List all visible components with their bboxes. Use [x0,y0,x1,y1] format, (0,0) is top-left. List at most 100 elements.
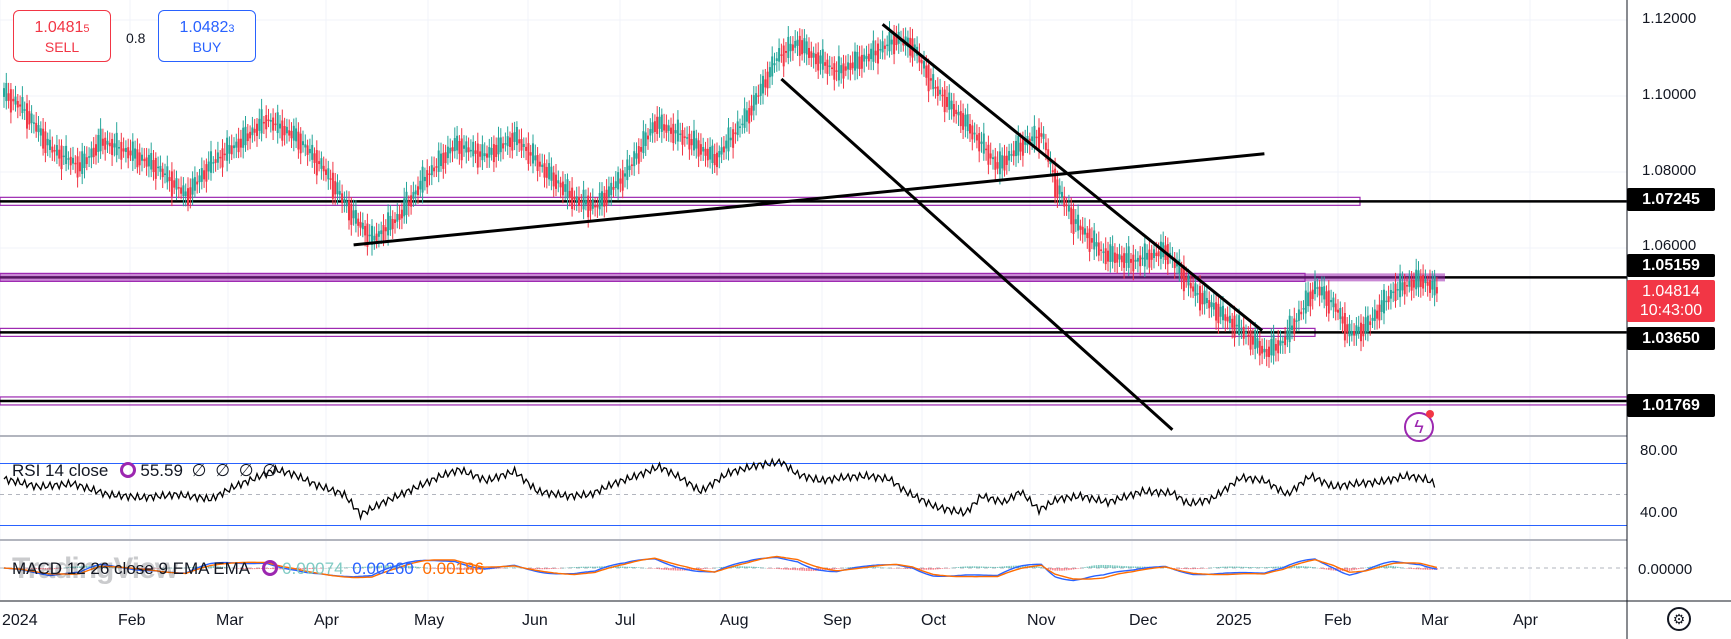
macd-legend[interactable]: MACD 12 26 close 9 EMA EMA 0.00074 0.0026… [12,559,488,579]
candle-body [111,138,114,156]
macd-histogram-bar [1098,564,1100,568]
candle-body [53,149,56,152]
macd-histogram-bar [502,568,504,569]
candle-body [842,63,845,79]
macd-histogram-bar [1390,565,1392,568]
candle-body [1095,242,1098,247]
macd-histogram-bar [79,566,81,568]
macd-histogram-bar [1265,567,1268,568]
macd-histogram-bar [1178,568,1181,569]
macd-histogram-bar [178,567,180,569]
candle-body [361,222,364,230]
macd-histogram-bar [907,568,909,569]
macd-histogram-bar [194,566,196,568]
candle-body [1362,324,1365,337]
candle-body [1090,238,1093,243]
candle-body [920,59,923,64]
candle-body [860,54,863,69]
candle-body [99,128,102,152]
candle-body [1304,290,1307,314]
macd-histogram-bar [957,566,960,568]
candle-body [205,164,208,182]
macd-histogram-bar [934,568,937,570]
candle-body [9,89,12,113]
macd-histogram-bar [1052,568,1054,571]
candle-body [633,151,636,167]
candle-body [366,223,369,247]
macd-histogram-bar [874,567,877,568]
buy-button[interactable]: 1.04823 BUY [158,10,256,62]
candle-body [488,147,491,158]
candle-body [1364,317,1367,334]
macd-histogram-bar [794,568,796,571]
candle-body [334,181,337,195]
candle-body [1383,289,1385,314]
candle-body [1396,289,1399,291]
lightning-icon[interactable]: ϟ [1404,412,1434,442]
macd-histogram-bar [1139,566,1141,568]
trendline [780,77,1174,431]
candle-body [699,144,702,155]
macd-histogram-bar [702,568,704,570]
candle-body [932,74,935,90]
candle-body [745,110,748,122]
macd-histogram-bar [792,568,794,571]
time-axis-label: Jun [522,612,548,629]
macd-histogram-bar [656,568,658,569]
candle-body [384,227,387,232]
candle-body [281,120,284,141]
macd-histogram-bar [1187,568,1190,570]
candle-body [1341,316,1344,324]
macd-histogram-bar [35,568,37,570]
macd-histogram-bar [65,567,67,568]
macd-histogram-bar [1233,566,1236,568]
candle-body [311,144,314,160]
candle-body [350,203,353,225]
macd-histogram-bar [1121,565,1123,568]
macd-histogram-bar [253,568,256,570]
macd-histogram-bar [1118,565,1121,568]
macd-histogram-bar [396,565,399,568]
macd-histogram-bar [449,568,451,570]
macd-histogram-bar [23,568,26,569]
candle-body [1415,269,1418,290]
macd-histogram-bar [803,568,806,571]
macd-histogram-bar [166,567,169,569]
candle-body [571,187,574,210]
candle-body [327,168,330,180]
macd-histogram-bar [37,568,40,570]
macd-histogram-bar [849,567,852,568]
macd-histogram-bar [157,568,159,569]
candle-body [1141,257,1144,260]
rsi-legend[interactable]: RSI 14 close 55.59 ∅ ∅ ∅ ∅ [12,461,281,481]
candle-body [1389,289,1392,299]
candle-body [221,148,224,168]
gear-icon[interactable]: ⚙ [1667,607,1691,631]
macd-histogram-bar [444,568,447,570]
candle-body [398,214,401,220]
macd-histogram-bar [421,567,424,568]
macd-histogram-bar [1054,568,1056,571]
macd-histogram-bar [143,568,146,570]
candle-body [336,182,339,195]
indicator-settings-icon[interactable] [262,560,279,576]
macd-histogram-bar [95,565,97,568]
candle-body [486,153,488,158]
candle-body [30,113,33,124]
macd-histogram-bar [1231,566,1233,568]
candle-body [587,195,590,218]
macd-histogram-bar [1397,566,1399,568]
macd-histogram-bar [764,567,767,569]
sell-button[interactable]: 1.04815 SELL [13,10,111,62]
macd-histogram-bar [1406,568,1408,569]
candle-body [417,186,419,196]
indicator-settings-icon[interactable] [120,462,137,478]
macd-histogram-bar [718,567,721,568]
macd-histogram-bar [1024,565,1026,568]
candle-body [690,139,693,146]
candle-body [1042,133,1045,139]
macd-histogram-bar [1249,567,1252,568]
candle-body [1403,281,1406,295]
